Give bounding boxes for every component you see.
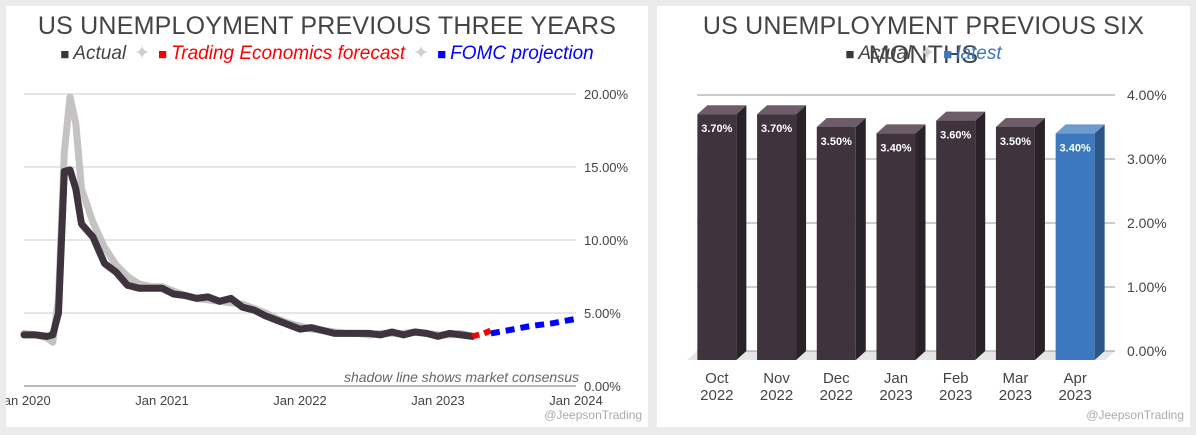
x-tick-label: 2023 [939, 387, 972, 404]
bar-top [757, 105, 807, 115]
x-tick-label: Feb [943, 370, 969, 387]
legend-latest-swatch: ■ [943, 46, 953, 63]
line-chart-panel: US UNEMPLOYMENT PREVIOUS THREE YEARS ■ Ac… [6, 6, 648, 427]
x-tick-label: Jan 2022 [273, 393, 327, 408]
bar-top [936, 111, 986, 121]
chart-annotation: shadow line shows market consensus [344, 369, 579, 385]
bar-chart-credit: @JeepsonTrading [1086, 408, 1184, 422]
bar-chart-legend: ■ Actual ✦ ■ latest [657, 42, 1190, 65]
line-chart-plot: 0.00% 5.00% 10.00% 15.00% 20.00% Jan 2020 Jan … [6, 87, 629, 408]
x-tick-label: Nov [763, 370, 790, 387]
y-tick-label: 5.00% [584, 306, 621, 321]
bar [1055, 133, 1095, 360]
bar-value-label: 3.40% [880, 142, 911, 154]
y-tick-label: 0.00% [1127, 343, 1167, 359]
y-tick-label: 0.00% [584, 379, 621, 394]
line-chart-title: US UNEMPLOYMENT PREVIOUS THREE YEARS [37, 12, 617, 40]
bar-value-label: 3.50% [821, 136, 852, 148]
bar-value-label: 3.70% [701, 123, 732, 135]
y-tick-label: 4.00% [1127, 87, 1167, 103]
y-tick-label: 20.00% [584, 87, 629, 102]
x-tick-label: 2022 [700, 387, 733, 404]
bar-side [796, 105, 807, 360]
fomc-projection-line [490, 315, 577, 337]
bar-top [697, 105, 747, 115]
y-tick-label: 2.00% [1127, 215, 1167, 231]
x-tick-label: Apr [1063, 370, 1086, 387]
legend-latest: ■ latest [943, 43, 1001, 64]
bar-top [876, 124, 926, 134]
x-tick-label: Oct [705, 370, 729, 387]
bar-top [995, 118, 1045, 127]
x-tick-label: Jan 2024 [549, 393, 603, 408]
legend-separator-icon: ✦ [919, 43, 936, 64]
bar-chart-title: US UNEMPLOYMENT PREVIOUS SIX MONTHS [702, 12, 1145, 69]
x-tick-label: Jan 2023 [411, 393, 465, 408]
x-tick-label: 2023 [999, 387, 1032, 404]
y-tick-label: 10.00% [584, 233, 629, 248]
bar [876, 133, 916, 360]
x-tick-label: Jan 2020 [6, 393, 51, 408]
legend-fomc: ■ FOMC projection [437, 43, 594, 64]
bar-top [816, 118, 866, 127]
legend-fomc-swatch: ■ [437, 46, 447, 63]
line-chart-legend: ■ Actual ✦ ■ Trading Economics forecast ✦ ■ FOM… [6, 42, 648, 65]
x-tick-label: Mar [1003, 370, 1029, 387]
actual-line [20, 166, 476, 340]
legend-latest-label: latest [956, 43, 1002, 64]
legend-separator-icon: ✦ [413, 43, 430, 64]
bar [995, 127, 1035, 360]
bar [816, 127, 856, 360]
y-tick-label: 15.00% [584, 160, 629, 175]
x-tick-label: 2023 [879, 387, 912, 404]
legend-forecast-label: Trading Economics forecast [171, 43, 406, 64]
x-tick-label: Dec [823, 370, 850, 387]
bar-side [915, 124, 926, 361]
bar-chart-plot: 0.00%1.00%2.00%3.00%4.00%3.70%Oct20223.7… [687, 87, 1167, 404]
bar-top [1055, 124, 1105, 134]
legend-actual: ■ Actual [845, 43, 911, 64]
bar-value-label: 3.50% [1000, 136, 1031, 148]
legend-actual: ■ Actual [60, 43, 126, 64]
forecast-line [471, 327, 493, 340]
legend-forecast-swatch: ■ [158, 46, 168, 63]
y-tick-label: 3.00% [1127, 151, 1167, 167]
bar-side [855, 118, 866, 360]
legend-fomc-label: FOMC projection [450, 43, 594, 64]
bar [697, 114, 737, 360]
bar-chart-panel: US UNEMPLOYMENT PREVIOUS SIX MONTHS ■ Act… [657, 6, 1190, 427]
bar [757, 114, 797, 360]
y-tick-label: 1.00% [1127, 279, 1167, 295]
legend-actual-label: Actual [858, 43, 912, 64]
x-tick-label: 2022 [760, 387, 793, 404]
bar-side [975, 111, 986, 360]
line-chart-credit: @JeepsonTrading [544, 408, 642, 422]
bar [936, 120, 976, 360]
bar-side [1094, 124, 1105, 361]
x-tick-label: Jan [884, 370, 908, 387]
bar-side [736, 105, 747, 360]
bar-side [1034, 118, 1045, 360]
legend-actual-swatch: ■ [60, 46, 70, 63]
bar-value-label: 3.40% [1060, 142, 1091, 154]
bar-value-label: 3.60% [940, 130, 971, 142]
x-tick-label: 2023 [1058, 387, 1091, 404]
x-tick-label: 2022 [820, 387, 853, 404]
legend-forecast: ■ Trading Economics forecast [158, 43, 405, 64]
legend-actual-swatch: ■ [845, 46, 855, 63]
legend-actual-label: Actual [73, 43, 127, 64]
x-tick-label: Jan 2021 [135, 393, 189, 408]
bar-value-label: 3.70% [761, 123, 792, 135]
legend-separator-icon: ✦ [134, 43, 151, 64]
